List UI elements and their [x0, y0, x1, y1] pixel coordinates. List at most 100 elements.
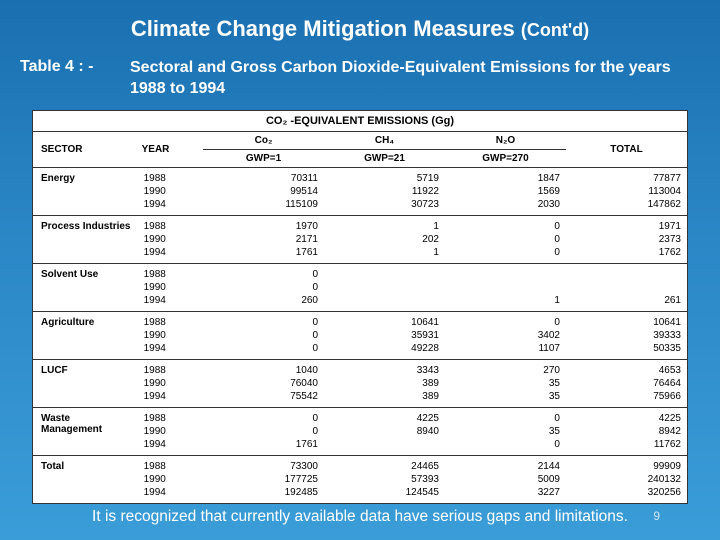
- col-total: TOTAL: [566, 132, 687, 168]
- sector-cell: Agriculture: [33, 311, 138, 359]
- year: 1994: [138, 486, 203, 503]
- total-cell: 76464: [566, 377, 687, 390]
- co2-cell: 0: [203, 281, 324, 294]
- co2-cell: 76040: [203, 377, 324, 390]
- co2-cell: 260: [203, 294, 324, 312]
- n2o-cell: 35: [445, 390, 566, 408]
- co2-cell: 177725: [203, 473, 324, 486]
- n2o-cell: 35: [445, 377, 566, 390]
- ch4-cell: 57393: [324, 473, 445, 486]
- sector-cell: Total: [33, 455, 138, 503]
- sector-cell: LUCF: [33, 359, 138, 407]
- year: 1988: [138, 359, 203, 377]
- total-cell: 10641: [566, 311, 687, 329]
- table-row: Waste Management19880422504225: [33, 407, 687, 425]
- year: 1988: [138, 167, 203, 185]
- ch4-cell: 8940: [324, 425, 445, 438]
- n2o-cell: 270: [445, 359, 566, 377]
- n2o-cell: 0: [445, 407, 566, 425]
- n2o-cell: 1847: [445, 167, 566, 185]
- sector-cell: Solvent Use: [33, 263, 138, 311]
- ch4-cell: 1: [324, 246, 445, 264]
- year: 1988: [138, 215, 203, 233]
- co2-cell: 1040: [203, 359, 324, 377]
- co2-cell: 0: [203, 329, 324, 342]
- emissions-table-container: CO₂ -EQUIVALENT EMISSIONS (Gg) SECTOR YE…: [32, 110, 688, 504]
- total-cell: 39333: [566, 329, 687, 342]
- n2o-cell: [445, 263, 566, 281]
- co2-cell: 1970: [203, 215, 324, 233]
- n2o-cell: 0: [445, 438, 566, 456]
- table-row: Energy1988703115719184777877: [33, 167, 687, 185]
- co2-cell: 75542: [203, 390, 324, 408]
- n2o-cell: 0: [445, 246, 566, 264]
- ch4-cell: 3343: [324, 359, 445, 377]
- total-cell: 2373: [566, 233, 687, 246]
- n2o-cell: 0: [445, 311, 566, 329]
- ch4-cell: 124545: [324, 486, 445, 503]
- total-cell: 240132: [566, 473, 687, 486]
- co2-cell: 1761: [203, 246, 324, 264]
- title-main: Climate Change Mitigation Measures: [131, 16, 521, 41]
- ch4-cell: [324, 263, 445, 281]
- n2o-cell: 5009: [445, 473, 566, 486]
- sector-cell: Process Industries: [33, 215, 138, 263]
- emissions-table: SECTOR YEAR Co₂ CH₄ N₂O TOTAL GWP=1 GWP=…: [33, 132, 687, 503]
- total-cell: 1762: [566, 246, 687, 264]
- ch4-cell: 1: [324, 215, 445, 233]
- year: 1994: [138, 246, 203, 264]
- ch4-cell: 11922: [324, 185, 445, 198]
- total-cell: 4225: [566, 407, 687, 425]
- col-n2o-a: N₂O: [445, 132, 566, 150]
- n2o-cell: 3227: [445, 486, 566, 503]
- co2-cell: 0: [203, 425, 324, 438]
- co2-cell: 1761: [203, 438, 324, 456]
- col-ch4-b: GWP=21: [324, 149, 445, 167]
- co2-cell: 2171: [203, 233, 324, 246]
- co2-cell: 115109: [203, 198, 324, 216]
- year: 1994: [138, 438, 203, 456]
- slide-title: Climate Change Mitigation Measures (Cont…: [0, 0, 720, 52]
- total-cell: 99909: [566, 455, 687, 473]
- ch4-cell: 202: [324, 233, 445, 246]
- footer-note: It is recognized that currently availabl…: [0, 508, 720, 526]
- co2-cell: 0: [203, 407, 324, 425]
- ch4-cell: [324, 294, 445, 312]
- col-ch4-a: CH₄: [324, 132, 445, 150]
- total-cell: 113004: [566, 185, 687, 198]
- col-n2o-b: GWP=270: [445, 149, 566, 167]
- n2o-cell: 0: [445, 233, 566, 246]
- n2o-cell: 2030: [445, 198, 566, 216]
- year: 1988: [138, 455, 203, 473]
- total-cell: 4653: [566, 359, 687, 377]
- year: 1988: [138, 311, 203, 329]
- table-header-title: CO₂ -EQUIVALENT EMISSIONS (Gg): [33, 111, 687, 132]
- total-cell: 77877: [566, 167, 687, 185]
- total-cell: 261: [566, 294, 687, 312]
- ch4-cell: [324, 438, 445, 456]
- col-sector: SECTOR: [33, 132, 138, 168]
- ch4-cell: [324, 281, 445, 294]
- n2o-cell: 1569: [445, 185, 566, 198]
- co2-cell: 0: [203, 311, 324, 329]
- ch4-cell: 35931: [324, 329, 445, 342]
- co2-cell: 0: [203, 342, 324, 360]
- year: 1994: [138, 198, 203, 216]
- total-cell: 50335: [566, 342, 687, 360]
- total-cell: [566, 281, 687, 294]
- n2o-cell: 35: [445, 425, 566, 438]
- co2-cell: 73300: [203, 455, 324, 473]
- title-sub: (Cont'd): [521, 20, 589, 40]
- table-row: Total19887330024465214499909: [33, 455, 687, 473]
- year: 1990: [138, 233, 203, 246]
- ch4-cell: 10641: [324, 311, 445, 329]
- sector-cell: Waste Management: [33, 407, 138, 455]
- table-row: Agriculture1988010641010641: [33, 311, 687, 329]
- table-description: Sectoral and Gross Carbon Dioxide-Equiva…: [130, 58, 700, 100]
- n2o-cell: [445, 281, 566, 294]
- col-co2-a: Co₂: [203, 132, 324, 150]
- year: 1990: [138, 425, 203, 438]
- n2o-cell: 1: [445, 294, 566, 312]
- n2o-cell: 3402: [445, 329, 566, 342]
- co2-cell: 99514: [203, 185, 324, 198]
